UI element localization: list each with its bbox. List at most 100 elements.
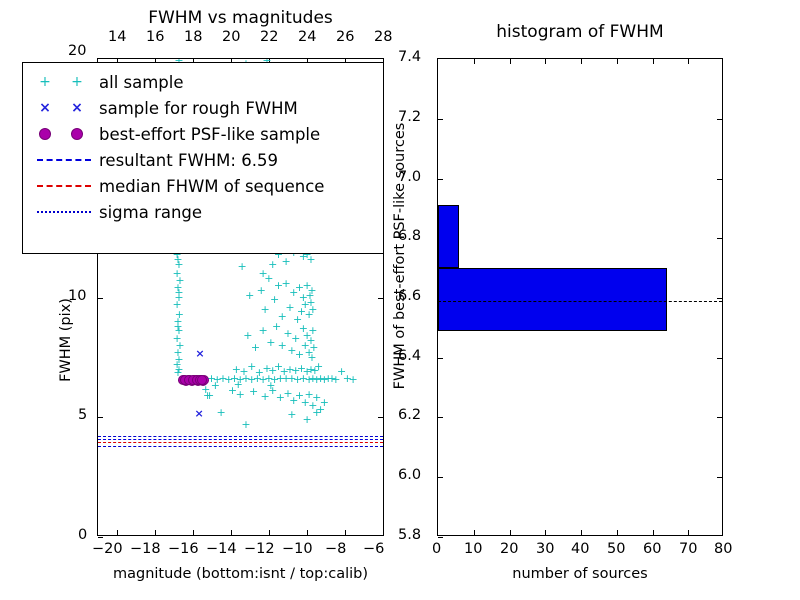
all-sample-point: + [307,283,317,297]
left-yaxis-label: FWHM (pix) [58,298,74,382]
right-xtick-label: 20 [500,541,519,557]
right-xtick-label: 70 [679,541,698,557]
all-sample-point: + [229,372,240,386]
all-sample-point: + [174,353,184,367]
axis-tick [231,530,232,535]
right-xtick-label: 40 [571,541,590,557]
all-sample-point: + [275,391,285,405]
all-sample-point: + [289,286,299,300]
psf-sample-point [198,375,209,386]
all-sample-point: + [336,365,347,379]
all-sample-point: + [323,372,333,386]
all-sample-point: + [312,391,322,405]
axis-tick [438,537,443,538]
axis-tick [717,358,722,359]
right-ytick-label: 6.6 [398,288,422,304]
all-sample-point: + [250,341,261,355]
bottom-tick-label: −6 [363,541,385,557]
legend-item-median-fwhm: median FHWM of sequence [29,173,375,199]
all-sample-point: + [310,363,320,377]
axis-tick [231,59,232,64]
psf-sample-point [187,375,198,386]
right-xtick-label: 10 [464,541,483,557]
all-sample-point: + [172,267,182,281]
legend-item-rough-fwhm: × × sample for rough FWHM [29,95,375,121]
axis-tick [545,530,546,535]
psf-sample-point [190,374,201,385]
all-sample-point: + [319,372,329,386]
all-sample-point: + [237,259,247,273]
right-ytick-label: 7.2 [398,109,422,125]
axis-tick [193,59,194,64]
all-sample-point: + [172,331,182,345]
all-sample-point: + [174,324,184,338]
all-sample-point: + [173,345,183,359]
all-sample-point: + [216,405,226,419]
all-sample-point: + [307,350,317,364]
all-sample-point: + [305,288,315,302]
all-sample-point: + [300,396,310,410]
all-sample-point: + [285,362,295,376]
histogram-bar-layer [438,59,722,535]
all-sample-point: + [312,373,322,387]
all-sample-point: + [296,305,307,319]
all-sample-point: + [302,412,312,426]
all-sample-point: + [312,405,322,419]
right-xtick-label: 60 [643,541,662,557]
all-sample-point: + [204,388,215,402]
psf-sample-point [194,375,205,386]
all-sample-point: + [291,331,301,345]
all-sample-point: + [218,371,228,385]
bottom-tick-label: −8 [325,541,347,557]
all-sample-point: + [254,366,264,380]
bottom-tick-label: −18 [130,541,161,557]
all-sample-point: + [300,298,310,312]
all-sample-point: + [268,384,278,398]
legend-label: best-effort PSF-like sample [99,124,321,144]
all-sample-point: + [235,372,245,386]
all-sample-point: + [266,379,276,393]
bottom-tick-label: −10 [282,541,313,557]
all-sample-point: + [258,267,268,281]
axis-tick [193,530,194,535]
psf-sample-point [184,374,195,385]
bottom-tick-label: −12 [244,541,275,557]
all-sample-point: + [302,329,312,343]
all-sample-point: + [174,286,184,300]
all-sample-point: + [294,348,305,362]
all-sample-point: + [309,341,319,355]
all-sample-point: + [283,386,293,400]
all-sample-point: + [304,345,314,359]
legend-item-all-sample: + + all sample [29,69,375,95]
axis-tick [717,417,722,418]
axis-tick [345,59,346,64]
all-sample-point: + [298,372,308,386]
top-tick-label: 18 [184,29,203,45]
all-sample-point: + [348,372,358,386]
axis-tick [581,59,582,64]
all-sample-point: + [306,295,316,309]
legend-label: sigma range [99,202,203,222]
axis-tick [510,59,511,64]
all-sample-point: + [308,302,318,316]
median-fwhm-line [98,442,383,443]
all-sample-point: + [298,322,308,336]
legend-label: median FHWM of sequence [99,176,325,196]
all-sample-point: + [327,371,337,385]
right-ytick-label: 7.0 [398,169,422,185]
axis-tick [688,530,689,535]
histogram-bar [438,268,667,331]
all-sample-point: + [291,363,301,377]
axis-tick [653,530,654,535]
left-ytick-label: 10 [68,288,87,304]
all-sample-point: + [279,365,289,379]
all-sample-point: + [245,288,255,302]
right-ytick-label: 6.2 [398,407,422,423]
all-sample-point: + [241,417,251,431]
all-sample-point: + [260,390,270,404]
axis-tick [117,59,118,64]
axis-tick [98,298,103,299]
psf-sample-point [197,375,208,386]
all-sample-point: + [268,363,278,377]
rough-fwhm-point: × [194,406,204,420]
